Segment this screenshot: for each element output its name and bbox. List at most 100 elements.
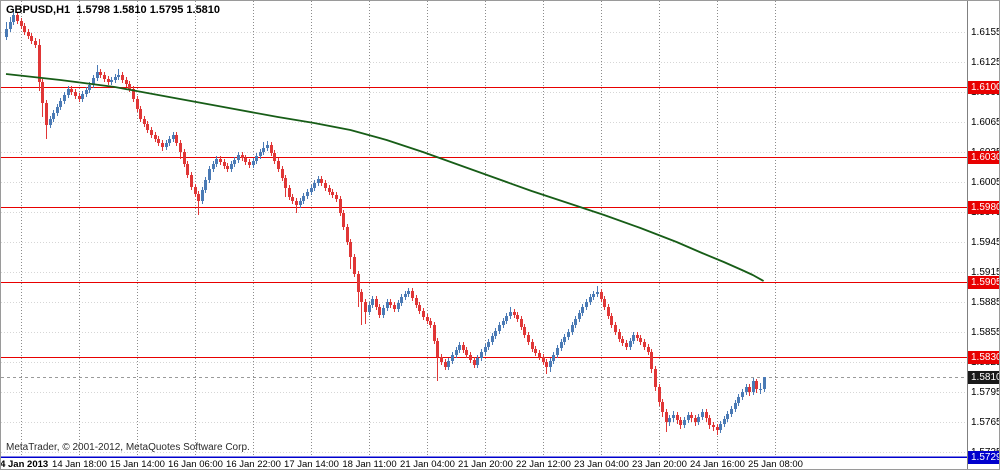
bull-candle bbox=[589, 297, 592, 302]
bull-candle bbox=[447, 361, 450, 367]
bear-candle bbox=[603, 299, 606, 307]
bear-candle bbox=[607, 307, 610, 316]
price-tick-label: 1.5915 bbox=[971, 267, 1000, 278]
bull-candle bbox=[629, 341, 632, 347]
moving-average-line bbox=[5, 73, 765, 282]
bull-candle bbox=[476, 358, 479, 365]
bear-candle bbox=[331, 192, 334, 195]
bull-candle bbox=[204, 180, 207, 190]
chart-symbol-ohlc: GBPUSD,H1 1.5798 1.5810 1.5795 1.5810 bbox=[6, 4, 221, 16]
bull-candle bbox=[400, 297, 403, 303]
bull-candle bbox=[687, 415, 690, 420]
bull-candle bbox=[581, 307, 584, 313]
bear-candle bbox=[621, 339, 624, 343]
bear-candle bbox=[639, 338, 642, 342]
bear-candle bbox=[27, 32, 30, 36]
bear-candle bbox=[422, 311, 425, 317]
bear-candle bbox=[248, 162, 251, 165]
bull-candle bbox=[407, 291, 410, 294]
candlestick-chart[interactable] bbox=[1, 1, 967, 459]
bear-candle bbox=[364, 302, 367, 312]
bull-candle bbox=[56, 107, 59, 113]
bear-candle bbox=[99, 72, 102, 75]
bull-candle bbox=[549, 361, 552, 367]
bull-candle bbox=[672, 415, 675, 418]
bull-candle bbox=[67, 89, 70, 95]
bear-candle bbox=[658, 387, 661, 402]
bear-candle bbox=[694, 418, 697, 422]
bull-candle bbox=[52, 113, 55, 119]
bull-candle bbox=[215, 159, 218, 164]
bear-candle bbox=[748, 387, 751, 392]
bear-candle bbox=[346, 227, 349, 242]
bear-candle bbox=[226, 166, 229, 169]
bull-candle bbox=[552, 355, 555, 361]
bull-candle bbox=[498, 325, 501, 331]
time-axis-label: 23 Jan 20:00 bbox=[632, 459, 687, 470]
bull-candle bbox=[168, 139, 171, 143]
price-axis[interactable]: 1.61551.61251.60951.60651.60351.60051.59… bbox=[967, 1, 1000, 469]
bear-candle bbox=[41, 82, 44, 103]
bear-candle bbox=[378, 307, 381, 315]
bull-candle bbox=[592, 294, 595, 297]
bull-candle bbox=[404, 294, 407, 297]
bull-candle bbox=[230, 164, 233, 169]
time-axis-label: 24 Jan 16:00 bbox=[690, 459, 745, 470]
bear-candle bbox=[183, 152, 186, 164]
chart-plot-area[interactable]: GBPUSD,H1 1.5798 1.5810 1.5795 1.5810 Me… bbox=[1, 1, 967, 459]
bull-candle bbox=[306, 192, 309, 196]
candle-series bbox=[5, 9, 766, 435]
bear-candle bbox=[339, 199, 342, 213]
bear-candle bbox=[277, 161, 280, 169]
bull-candle bbox=[697, 417, 700, 422]
bear-candle bbox=[469, 355, 472, 360]
grid-horizontal bbox=[1, 32, 967, 453]
bear-candle bbox=[636, 335, 639, 338]
price-tick-label: 1.5795 bbox=[971, 387, 1000, 398]
bear-candle bbox=[150, 130, 153, 135]
time-axis-label: 17 Jan 14:00 bbox=[284, 459, 339, 470]
bull-candle bbox=[737, 397, 740, 403]
bear-candle bbox=[665, 412, 668, 422]
bear-candle bbox=[625, 343, 628, 347]
bull-candle bbox=[632, 335, 635, 341]
price-tick-label: 1.6125 bbox=[971, 57, 1000, 68]
bull-candle bbox=[255, 156, 258, 161]
bear-candle bbox=[643, 342, 646, 347]
bull-candle bbox=[96, 72, 99, 78]
bull-candle bbox=[252, 161, 255, 165]
bear-candle bbox=[34, 41, 37, 45]
bull-candle bbox=[701, 412, 704, 417]
copyright-text: MetaTrader, © 2001-2012, MetaQuotes Soft… bbox=[6, 442, 250, 453]
bull-candle bbox=[484, 347, 487, 352]
bear-candle bbox=[513, 312, 516, 315]
bear-candle bbox=[610, 316, 613, 325]
bull-candle bbox=[85, 90, 88, 94]
bear-candle bbox=[20, 21, 23, 26]
bear-candle bbox=[45, 103, 48, 125]
bull-candle bbox=[5, 29, 8, 37]
bear-candle bbox=[281, 169, 284, 178]
price-level-badge: 1.5729 bbox=[968, 451, 999, 464]
bull-candle bbox=[371, 299, 374, 305]
bear-candle bbox=[393, 305, 396, 309]
horizontal-level-lines[interactable] bbox=[1, 87, 967, 358]
bear-candle bbox=[538, 353, 541, 357]
bear-candle bbox=[273, 153, 276, 161]
bear-candle bbox=[121, 75, 124, 80]
bear-candle bbox=[136, 99, 139, 109]
bull-candle bbox=[494, 331, 497, 336]
bear-candle bbox=[440, 357, 443, 362]
bear-candle bbox=[527, 335, 530, 342]
bear-candle bbox=[342, 213, 345, 227]
bear-candle bbox=[23, 26, 26, 32]
bear-candle bbox=[705, 412, 708, 418]
bear-candle bbox=[418, 305, 421, 311]
bull-candle bbox=[509, 312, 512, 316]
bear-candle bbox=[650, 352, 653, 369]
time-axis-label: 14 Jan 2013 bbox=[1, 459, 49, 470]
bear-candle bbox=[712, 425, 715, 427]
time-axis-label: 21 Jan 20:00 bbox=[458, 459, 513, 470]
